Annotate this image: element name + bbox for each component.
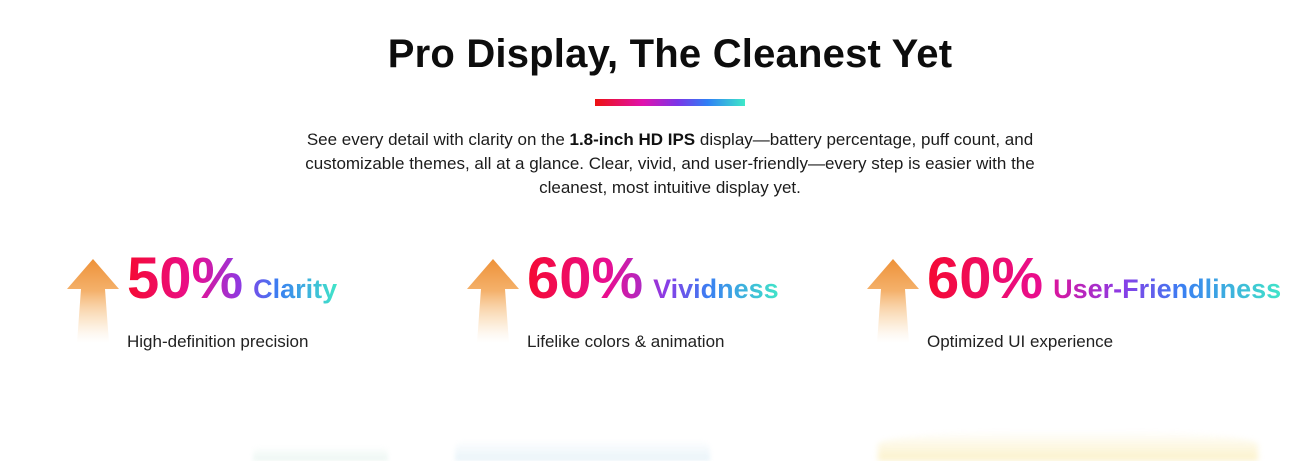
- gradient-divider: [595, 99, 745, 106]
- description-text: See every detail with clarity on the: [306, 130, 570, 149]
- stat-value-line: 50% Clarity: [127, 250, 337, 323]
- description-bold-spec: 1.8-inch HD IPS: [569, 130, 696, 149]
- stat-block-clarity: 50% Clarity High-definition precision: [65, 250, 465, 352]
- growth-up-arrow-icon: [467, 259, 519, 343]
- section-title: Pro Display, The Cleanest Yet: [387, 32, 953, 76]
- below-fold-image-preview-2: [455, 440, 710, 461]
- pro-display-section: Pro Display, The Cleanest Yet See every …: [40, 30, 1300, 352]
- stat-value-line: 60% Vividness: [527, 250, 779, 323]
- stat-value: 60%: [927, 246, 1044, 311]
- stat-label: Vividness: [653, 274, 779, 304]
- below-fold-image-preview-3: [878, 431, 1258, 461]
- stat-label: Clarity: [253, 274, 338, 304]
- stat-block-vividness: 60% Vividness Lifelike colors & animation: [465, 250, 865, 352]
- section-description: See every detail with clarity on the 1.8…: [270, 128, 1070, 200]
- description-text-cont: display—battery percentage, puff count, …: [305, 130, 1035, 197]
- stats-row: 50% Clarity High-definition precision 60%…: [65, 250, 1300, 352]
- below-fold-image-preview-1: [253, 446, 388, 461]
- stat-caption: Optimized UI experience: [927, 332, 1114, 351]
- stat-caption: High-definition precision: [127, 332, 309, 351]
- stat-block-user-friendliness: 60% User-Friendliness Optimized UI experi…: [865, 250, 1281, 352]
- growth-up-arrow-icon: [867, 259, 919, 343]
- stat-label: User-Friendliness: [1053, 274, 1282, 304]
- stat-value-line: 60% User-Friendliness: [927, 250, 1281, 323]
- growth-up-arrow-icon: [67, 259, 119, 343]
- stat-value: 50%: [127, 246, 244, 311]
- stat-caption: Lifelike colors & animation: [527, 332, 725, 351]
- stat-value: 60%: [527, 246, 644, 311]
